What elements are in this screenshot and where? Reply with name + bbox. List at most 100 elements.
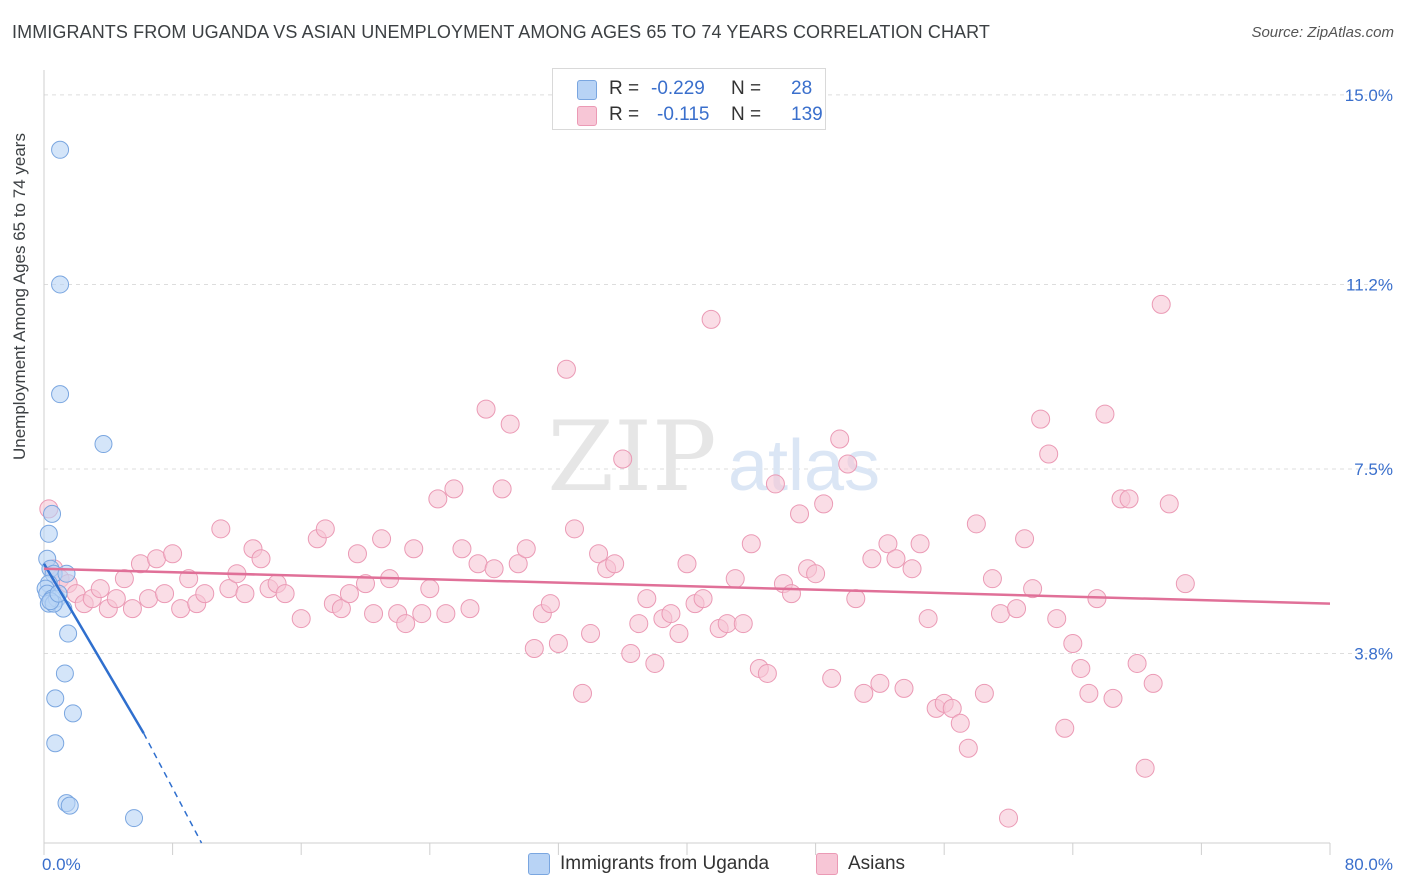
asian-point xyxy=(637,589,657,609)
asian-point xyxy=(1071,658,1091,678)
asian-point xyxy=(524,639,544,659)
asian-point xyxy=(412,604,432,624)
asian-point xyxy=(999,808,1018,828)
asian-point xyxy=(516,539,536,559)
asian-point xyxy=(211,519,231,539)
uganda-point xyxy=(60,796,79,815)
source-credit: Source: ZipAtlas.com xyxy=(1251,24,1394,41)
uganda-point xyxy=(51,140,70,159)
uganda-point xyxy=(55,664,74,683)
r-value: -0.115 xyxy=(657,104,710,125)
r-label: R = xyxy=(609,104,640,125)
chart-title: IMMIGRANTS FROM UGANDA VS ASIAN UNEMPLOY… xyxy=(12,22,991,42)
uganda-point xyxy=(43,504,62,523)
asian-point xyxy=(1095,404,1115,424)
asian-point xyxy=(958,738,978,758)
asian-point xyxy=(902,559,922,579)
asian-point xyxy=(629,614,649,634)
asian-point xyxy=(838,454,858,474)
uganda-point xyxy=(46,734,65,753)
asian-point xyxy=(138,589,158,609)
asian-point xyxy=(806,564,826,584)
uganda-point xyxy=(51,275,70,294)
grid-lines xyxy=(44,94,1390,654)
asian-point xyxy=(436,604,456,624)
correlation-legend: R = -0.229 N = 28 R = -0.115 N = 139 xyxy=(552,68,826,130)
asian-point xyxy=(1063,634,1083,654)
asian-point xyxy=(291,609,311,629)
asian-point xyxy=(331,599,351,619)
asian-point xyxy=(540,594,560,614)
asian-point xyxy=(765,474,785,494)
watermark-zip: ZIP xyxy=(547,401,716,513)
asian-point xyxy=(950,713,970,733)
asian-point xyxy=(114,569,134,589)
asian-point xyxy=(1175,574,1195,594)
asian-point xyxy=(741,534,761,554)
asian-point xyxy=(1119,489,1139,509)
asian-point xyxy=(364,604,384,624)
asian-point xyxy=(500,414,520,434)
asian-point xyxy=(356,574,375,594)
asian-point xyxy=(155,584,175,604)
tick-labels: 3.8% 7.5% 11.2% 15.0% 0.0% 80.0% xyxy=(42,86,1393,874)
asian-point xyxy=(733,614,753,634)
n-value: 28 xyxy=(791,78,813,99)
asians-swatch xyxy=(816,853,838,875)
asian-point xyxy=(106,589,126,609)
asian-point xyxy=(581,624,601,644)
asian-point xyxy=(179,569,199,589)
asian-point xyxy=(396,614,416,634)
asian-point xyxy=(854,683,874,703)
asian-point xyxy=(669,624,689,644)
uganda-point xyxy=(63,704,82,723)
asian-point xyxy=(147,549,167,569)
asian-point xyxy=(830,429,850,449)
asian-point xyxy=(235,584,255,604)
asian-point xyxy=(90,579,110,599)
asian-point xyxy=(870,673,890,693)
asian-point xyxy=(1151,294,1171,314)
asian-point xyxy=(508,554,528,574)
y-tick-label: 15.0% xyxy=(1345,86,1393,105)
asian-point xyxy=(548,634,568,654)
asian-point xyxy=(1047,609,1067,629)
asian-point xyxy=(814,494,834,514)
x-tick-label: 0.0% xyxy=(42,855,81,874)
asian-point xyxy=(339,584,359,604)
asian-point xyxy=(990,604,1010,624)
asian-point xyxy=(677,554,697,574)
asian-point xyxy=(661,604,681,624)
asian-point xyxy=(942,698,962,718)
y-tick-label: 7.5% xyxy=(1354,460,1393,479)
y-tick-label: 11.2% xyxy=(1346,275,1393,294)
uganda-swatch xyxy=(577,80,597,100)
uganda-trend-extension xyxy=(143,732,203,844)
uganda-point xyxy=(57,564,76,583)
asian-point xyxy=(1039,444,1059,464)
y-tick-label: 3.8% xyxy=(1354,644,1393,663)
asian-point xyxy=(452,539,472,559)
watermark-atlas: atlas xyxy=(728,426,880,506)
asian-point xyxy=(347,544,367,564)
asian-point xyxy=(910,534,930,554)
asian-point xyxy=(878,534,898,554)
asian-point xyxy=(589,544,609,564)
uganda-point xyxy=(51,385,70,404)
asian-point xyxy=(163,544,183,564)
asian-point xyxy=(195,584,215,604)
uganda-point xyxy=(59,624,78,643)
asian-point xyxy=(404,539,424,559)
asian-point xyxy=(564,519,584,539)
n-label: N = xyxy=(731,78,762,99)
asian-point xyxy=(1127,653,1147,673)
asian-point xyxy=(476,399,496,419)
asian-point xyxy=(1031,409,1051,429)
asian-point xyxy=(862,549,882,569)
uganda-point xyxy=(94,435,113,454)
uganda-point xyxy=(46,689,65,708)
trend-lines xyxy=(42,563,1331,844)
asian-point xyxy=(725,569,745,589)
asian-point xyxy=(974,683,994,703)
r-value: -0.229 xyxy=(651,78,705,99)
